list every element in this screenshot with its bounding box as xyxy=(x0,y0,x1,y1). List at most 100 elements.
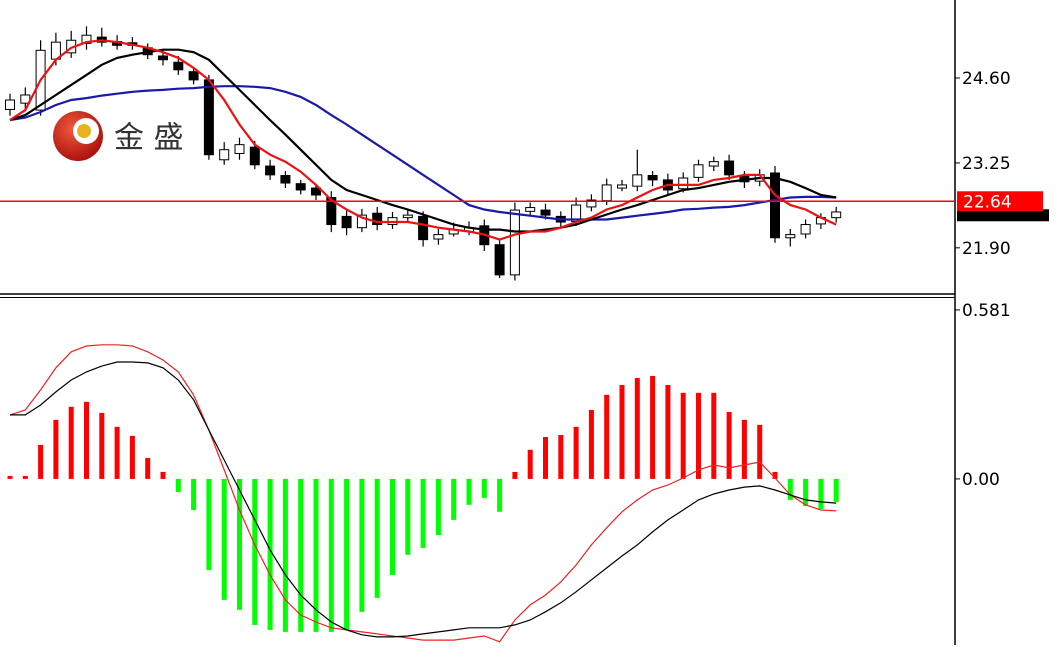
histogram-bar xyxy=(512,471,518,479)
histogram-bar xyxy=(252,478,258,625)
histogram-bar xyxy=(543,437,548,479)
candle-body xyxy=(402,214,413,219)
histogram-bar xyxy=(772,471,778,479)
logo: 金 盛 xyxy=(53,111,184,161)
logo-text: 金 盛 xyxy=(114,121,184,156)
candle-body xyxy=(433,234,444,240)
histogram-bar xyxy=(420,478,426,548)
candle-body xyxy=(219,149,230,161)
candle-body xyxy=(295,183,306,191)
histogram-bar xyxy=(665,384,671,479)
histogram-bar xyxy=(803,478,809,506)
candle-body xyxy=(525,207,536,212)
candle-body xyxy=(341,215,352,229)
candle-body xyxy=(280,174,291,184)
histogram-bar xyxy=(619,384,625,479)
y-tick-label: 0.00 xyxy=(962,470,1000,490)
histogram-bar xyxy=(527,449,533,479)
histogram-bar xyxy=(328,478,334,632)
histogram-bar xyxy=(588,409,594,479)
candle-body xyxy=(188,71,199,81)
histogram-bar xyxy=(696,392,701,479)
candle-body xyxy=(311,187,321,196)
histogram-bar xyxy=(650,375,656,479)
histogram-bar xyxy=(114,426,120,479)
histogram-bar xyxy=(481,478,487,498)
indicator-line xyxy=(9,48,837,233)
histogram-bar xyxy=(359,478,365,612)
histogram-bar xyxy=(282,478,288,632)
candle-body xyxy=(173,61,184,71)
histogram-bar xyxy=(313,478,319,632)
histogram-bar xyxy=(833,478,839,502)
histogram-bar xyxy=(68,406,74,479)
histogram-bar xyxy=(497,478,503,512)
y-tick-label: 24.60 xyxy=(962,69,1011,89)
candle-body xyxy=(494,244,505,276)
histogram-bar xyxy=(741,419,747,479)
histogram-bar xyxy=(558,434,564,479)
candle-body xyxy=(617,184,627,189)
candle-body xyxy=(5,99,15,110)
histogram-bar xyxy=(466,478,472,505)
candle-body xyxy=(249,146,260,166)
indicator-line xyxy=(9,39,837,241)
histogram-bar xyxy=(711,392,717,479)
histogram-bar xyxy=(175,478,181,493)
histogram-bar xyxy=(129,435,135,479)
histogram-bar xyxy=(53,419,59,479)
histogram-bar xyxy=(573,426,579,479)
candle-body xyxy=(234,144,245,154)
histogram-bar xyxy=(38,444,44,479)
candle-body xyxy=(81,34,92,44)
candle-body xyxy=(632,174,643,187)
indicator-line xyxy=(10,361,837,638)
plots: 21.90 23.25 24.60 22.64 0.00 0.581 xyxy=(0,26,1049,643)
y-tick-label: 21.90 xyxy=(962,239,1011,259)
candle-body xyxy=(203,79,214,156)
candle-body xyxy=(678,177,689,190)
y-tick-label: 0.581 xyxy=(962,301,1011,321)
y-tick-label: 23.25 xyxy=(962,154,1011,174)
histogram-bar xyxy=(390,478,395,575)
candle-body xyxy=(158,55,168,61)
histogram-bar xyxy=(7,476,13,479)
candle-body xyxy=(372,212,383,226)
histogram-bar xyxy=(267,478,273,630)
histogram-bar xyxy=(634,377,640,479)
histogram-bar xyxy=(84,401,89,479)
candle-body xyxy=(356,214,367,229)
histogram-bar xyxy=(405,478,411,555)
histogram-bar xyxy=(160,471,166,479)
histogram-bar xyxy=(787,478,793,500)
histogram-bar xyxy=(680,392,686,479)
candle-body xyxy=(785,234,796,239)
candle-body xyxy=(647,174,658,181)
candle-body xyxy=(724,160,735,176)
candle-body xyxy=(601,184,612,202)
histogram-bar xyxy=(818,478,824,509)
candle-body xyxy=(770,172,780,239)
logo-dot xyxy=(77,124,91,138)
indicator-line xyxy=(9,85,837,221)
histogram-bar xyxy=(451,478,457,520)
histogram-bar xyxy=(191,478,197,511)
candle-body xyxy=(800,224,811,235)
histogram-bar xyxy=(726,412,732,479)
price-label-shadow xyxy=(957,209,1049,222)
histogram-bar xyxy=(221,478,227,600)
price-label: 22.64 xyxy=(963,192,1012,212)
histogram-bar xyxy=(435,478,441,536)
indicator-line xyxy=(9,344,837,643)
histogram-bar xyxy=(22,476,28,479)
candle-body xyxy=(831,211,842,219)
histogram-bar xyxy=(298,478,304,632)
histogram-bar xyxy=(237,478,242,610)
histogram-bar xyxy=(99,412,105,479)
candle-body xyxy=(693,164,704,178)
histogram-bar xyxy=(206,478,212,570)
histogram-bar xyxy=(344,478,350,630)
histogram-bar xyxy=(374,478,380,598)
